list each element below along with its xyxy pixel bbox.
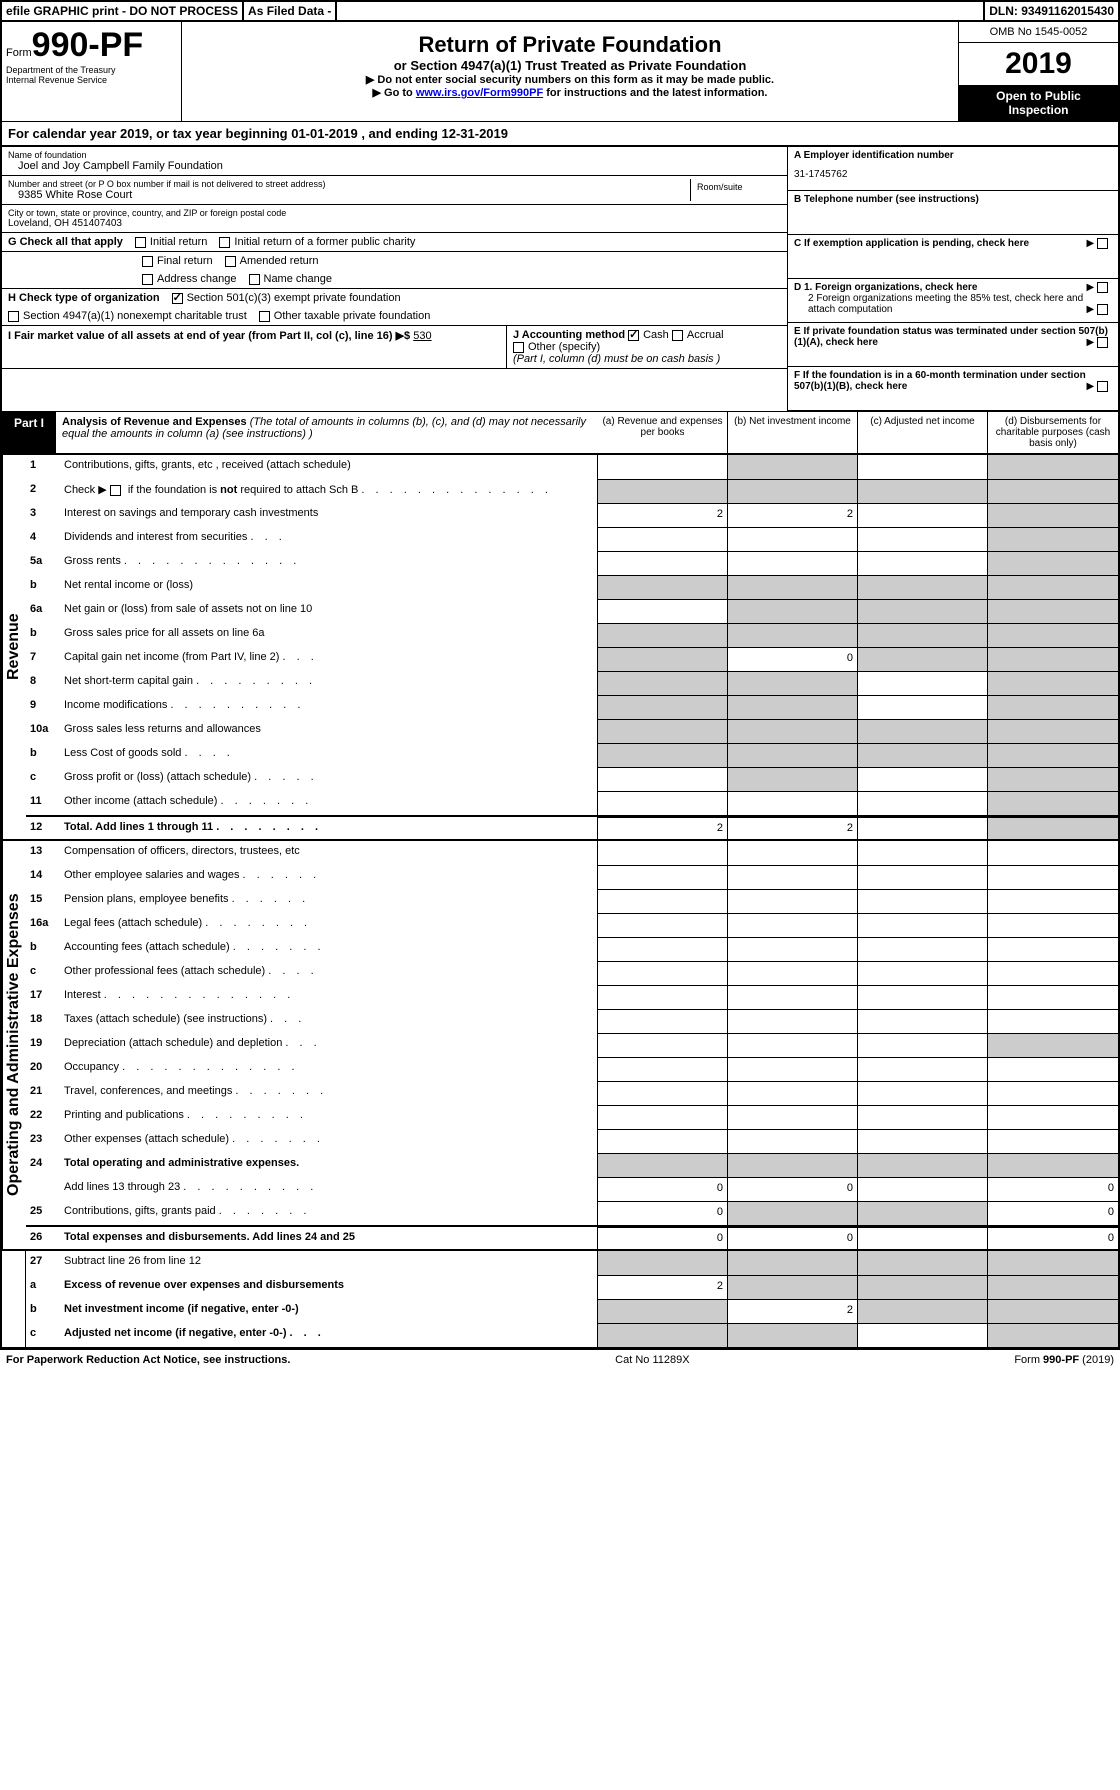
tax-year: 2019 bbox=[959, 43, 1118, 85]
l26-a: 0 bbox=[598, 1227, 728, 1249]
checkbox-sch-b[interactable] bbox=[110, 485, 121, 496]
form-header: Form990-PF Department of the Treasury In… bbox=[0, 22, 1120, 122]
calendar-year-row: For calendar year 2019, or tax year begi… bbox=[0, 122, 1120, 147]
checkbox-501c3[interactable] bbox=[172, 293, 183, 304]
section-d: D 1. Foreign organizations, check here▶ … bbox=[788, 279, 1118, 323]
section-c: C If exemption application is pending, c… bbox=[788, 235, 1118, 279]
checkbox-85-test[interactable] bbox=[1097, 304, 1108, 315]
l25-a: 0 bbox=[598, 1201, 728, 1225]
fair-market-value: 530 bbox=[413, 330, 431, 342]
l27b-b: 2 bbox=[728, 1299, 858, 1323]
instr2: ▶ Go to www.irs.gov/Form990PF for instru… bbox=[186, 86, 954, 99]
asfiled-label: As Filed Data - bbox=[244, 2, 337, 20]
ein-cell: A Employer identification number 31-1745… bbox=[788, 147, 1118, 191]
l3-a: 2 bbox=[598, 503, 728, 527]
top-bar: efile GRAPHIC print - DO NOT PROCESS As … bbox=[0, 0, 1120, 22]
info-left: Name of foundation Joel and Joy Campbell… bbox=[2, 147, 788, 411]
header-right: OMB No 1545-0052 2019 Open to Public Ins… bbox=[958, 22, 1118, 121]
checkbox-accrual[interactable] bbox=[672, 330, 683, 341]
col-b-header: (b) Net investment income bbox=[728, 412, 858, 453]
l24-a: 0 bbox=[598, 1177, 728, 1201]
section-g: G Check all that apply Initial return In… bbox=[2, 233, 787, 252]
checkbox-other-taxable[interactable] bbox=[259, 311, 270, 322]
street-address: 9385 White Rose Court bbox=[8, 189, 690, 201]
efile-notice: efile GRAPHIC print - DO NOT PROCESS bbox=[2, 2, 244, 20]
l25-d: 0 bbox=[988, 1201, 1118, 1225]
city-state-zip: Loveland, OH 451407403 bbox=[8, 218, 781, 229]
header-center: Return of Private Foundation or Section … bbox=[182, 22, 958, 121]
street-row: Number and street (or P O box number if … bbox=[2, 176, 787, 205]
checkbox-amended[interactable] bbox=[225, 256, 236, 267]
l12-b: 2 bbox=[728, 817, 858, 839]
section-h2: Section 4947(a)(1) nonexempt charitable … bbox=[2, 307, 787, 326]
irs-link[interactable]: www.irs.gov/Form990PF bbox=[416, 87, 543, 99]
form-title: Return of Private Foundation bbox=[186, 32, 954, 58]
table-container: Revenue 1Contributions, gifts, grants, e… bbox=[0, 455, 1120, 1349]
checkbox-former-charity[interactable] bbox=[219, 237, 230, 248]
l7-b: 0 bbox=[728, 647, 858, 671]
footer-right: Form 990-PF (2019) bbox=[1014, 1354, 1114, 1366]
foundation-name: Joel and Joy Campbell Family Foundation bbox=[8, 160, 781, 172]
l3-b: 2 bbox=[728, 503, 858, 527]
form-subtitle: or Section 4947(a)(1) Trust Treated as P… bbox=[186, 58, 954, 73]
instr1: ▶ Do not enter social security numbers o… bbox=[186, 73, 954, 86]
header-left: Form990-PF Department of the Treasury In… bbox=[2, 22, 182, 121]
l26-d: 0 bbox=[988, 1227, 1118, 1249]
col-c-header: (c) Adjusted net income bbox=[858, 412, 988, 453]
checkbox-name-change[interactable] bbox=[249, 274, 260, 285]
checkbox-initial-return[interactable] bbox=[135, 237, 146, 248]
checkbox-4947[interactable] bbox=[8, 311, 19, 322]
section-ij: I Fair market value of all assets at end… bbox=[2, 326, 787, 369]
revenue-label: Revenue bbox=[2, 455, 26, 839]
dln: DLN: 93491162015430 bbox=[985, 2, 1118, 20]
l12-a: 2 bbox=[598, 817, 728, 839]
footer-left: For Paperwork Reduction Act Notice, see … bbox=[6, 1354, 290, 1366]
col-d-header: (d) Disbursements for charitable purpose… bbox=[988, 412, 1118, 453]
irs-text: Internal Revenue Service bbox=[6, 75, 177, 85]
checkbox-exemption-pending[interactable] bbox=[1097, 238, 1108, 249]
l27a-a: 2 bbox=[598, 1275, 728, 1299]
l26-b: 0 bbox=[728, 1227, 858, 1249]
footer-mid: Cat No 11289X bbox=[615, 1354, 689, 1366]
open-public: Open to Public Inspection bbox=[959, 85, 1118, 121]
section-e: E If private foundation status was termi… bbox=[788, 323, 1118, 367]
dept-text: Department of the Treasury bbox=[6, 65, 177, 75]
expense-label: Operating and Administrative Expenses bbox=[2, 841, 26, 1249]
checkbox-foreign-org[interactable] bbox=[1097, 282, 1108, 293]
form-number: 990-PF bbox=[32, 26, 144, 64]
part-label: Part I bbox=[2, 412, 56, 453]
l24-b: 0 bbox=[728, 1177, 858, 1201]
col-a-header: (a) Revenue and expenses per books bbox=[598, 412, 728, 453]
checkbox-final-return[interactable] bbox=[142, 256, 153, 267]
section-h1: H Check type of organization Section 501… bbox=[2, 289, 787, 307]
checkbox-cash[interactable] bbox=[628, 330, 639, 341]
footer: For Paperwork Reduction Act Notice, see … bbox=[0, 1349, 1120, 1370]
city-cell: City or town, state or province, country… bbox=[2, 205, 787, 233]
part1-header: Part I Analysis of Revenue and Expenses … bbox=[0, 411, 1120, 455]
ein: 31-1745762 bbox=[794, 169, 1112, 180]
checkbox-status-terminated[interactable] bbox=[1097, 337, 1108, 348]
checkbox-address-change[interactable] bbox=[142, 274, 153, 285]
section-f: F If the foundation is in a 60-month ter… bbox=[788, 367, 1118, 411]
checkbox-60-month[interactable] bbox=[1097, 381, 1108, 392]
omb: OMB No 1545-0052 bbox=[959, 22, 1118, 43]
info-section: Name of foundation Joel and Joy Campbell… bbox=[0, 147, 1120, 411]
foundation-name-cell: Name of foundation Joel and Joy Campbell… bbox=[2, 147, 787, 176]
info-right: A Employer identification number 31-1745… bbox=[788, 147, 1118, 411]
room-suite: Room/suite bbox=[691, 179, 781, 201]
checkbox-other-method[interactable] bbox=[513, 342, 524, 353]
telephone-cell: B Telephone number (see instructions) bbox=[788, 191, 1118, 235]
form-label: Form bbox=[6, 47, 32, 59]
l24-d: 0 bbox=[988, 1177, 1118, 1201]
